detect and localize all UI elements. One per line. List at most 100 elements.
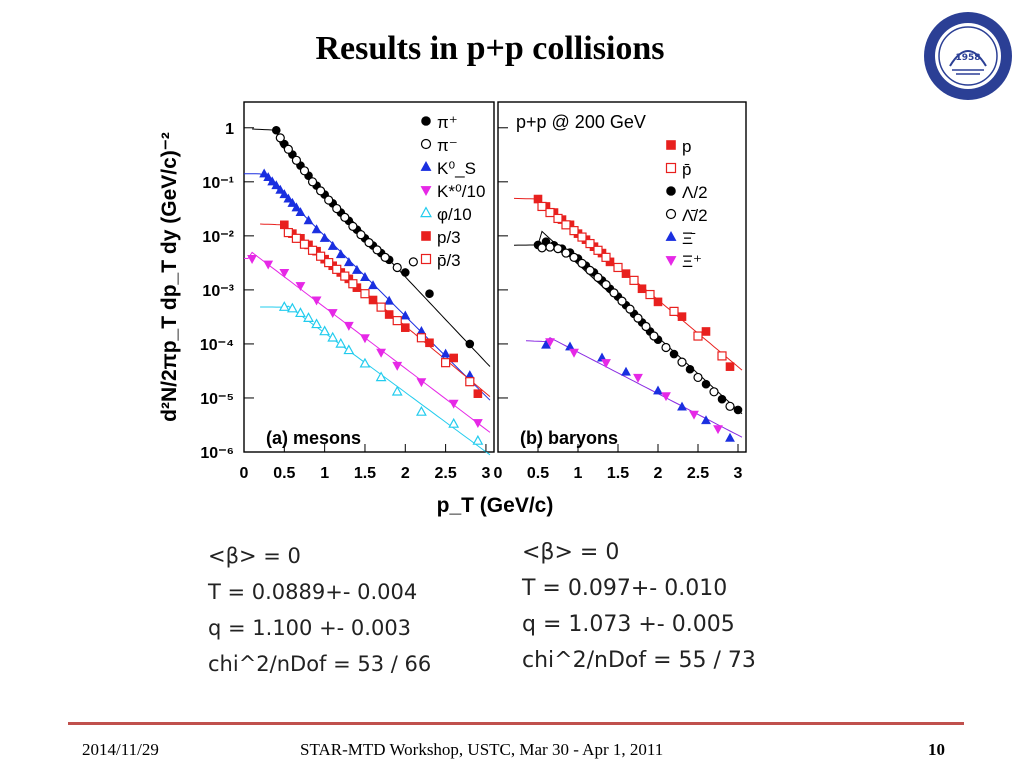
- data-point: [263, 172, 274, 182]
- data-point: [351, 264, 362, 274]
- data-point: [324, 257, 334, 268]
- data-point: [380, 252, 390, 262]
- data-point: [332, 203, 342, 214]
- data-point: [621, 269, 631, 278]
- data-point: [617, 296, 627, 306]
- data-point: [360, 272, 370, 281]
- x-tick-label: 2.5: [434, 465, 456, 482]
- data-point: [283, 144, 293, 154]
- data-point: [335, 249, 346, 259]
- legend-label: p: [682, 137, 691, 156]
- data-point: [311, 224, 322, 234]
- data-point: [601, 280, 611, 290]
- footer-date: 2014/11/29: [82, 740, 159, 759]
- data-point: [533, 194, 543, 204]
- data-point: [621, 366, 631, 376]
- panel-title: p+p @ 200 GeV: [516, 112, 646, 132]
- data-point: [416, 378, 427, 388]
- data-point: [319, 232, 330, 242]
- data-point: [348, 279, 358, 289]
- data-point: [597, 352, 607, 362]
- logo-year: 1958: [955, 53, 980, 63]
- data-point: [440, 348, 451, 358]
- logo-inner-ring: [938, 26, 998, 86]
- plot-frame-baryons: [497, 101, 747, 453]
- fit-right-chi2: chi^2/nDof = 55 / 73: [522, 648, 756, 673]
- data-point: [286, 302, 298, 313]
- data-point: [425, 338, 434, 348]
- legend-label: p̄: [682, 160, 691, 179]
- x-tick-label: 1: [574, 465, 583, 482]
- legend-label: K⁰_S: [437, 159, 476, 178]
- legend-marker: [665, 256, 677, 267]
- y-tick-label: 10⁻⁵: [200, 391, 234, 408]
- data-point: [359, 357, 371, 368]
- x-tick-label: 1.5: [354, 465, 376, 482]
- legend-baryons: p p̄ Λ/2 Λ̄/2 Ξ̄ Ξ⁺: [665, 137, 708, 271]
- data-point: [340, 271, 350, 281]
- data-point: [391, 385, 403, 396]
- data-point: [601, 359, 611, 369]
- y-tick-label: 10⁻⁶: [200, 445, 234, 462]
- data-point: [701, 379, 711, 389]
- x-tick-label: 2: [654, 465, 663, 482]
- data-point: [649, 331, 659, 341]
- data-point: [701, 415, 711, 425]
- series-mesons: [278, 301, 484, 445]
- data-point: [275, 133, 285, 143]
- data-point: [669, 349, 679, 359]
- data-point: [291, 155, 302, 165]
- data-point: [271, 180, 282, 190]
- y-tick-label: 10⁻⁴: [200, 337, 234, 354]
- data-point: [709, 387, 719, 397]
- y-tick-label: 10⁻²: [202, 229, 234, 246]
- data-point: [641, 321, 651, 332]
- x-tick-label: 1.5: [607, 465, 629, 482]
- data-point: [375, 371, 387, 382]
- data-point: [279, 268, 290, 278]
- data-point: [448, 417, 460, 428]
- data-point: [465, 377, 475, 387]
- data-point: [601, 252, 611, 262]
- data-point: [585, 265, 595, 275]
- x-tick-label: 2.5: [687, 465, 709, 482]
- data-point: [295, 207, 306, 217]
- data-point: [553, 213, 563, 224]
- data-point: [360, 334, 370, 344]
- legend-marker: [420, 186, 432, 197]
- data-point: [717, 351, 727, 361]
- footer-divider: [68, 722, 964, 725]
- data-point: [472, 434, 484, 445]
- data-point: [472, 419, 483, 429]
- data-point: [324, 195, 334, 205]
- data-point: [569, 226, 579, 236]
- plot-frame-mesons: [243, 101, 495, 453]
- data-point: [717, 394, 727, 404]
- x-tick-label: 0: [494, 465, 503, 482]
- data-point: [278, 301, 290, 311]
- data-point: [271, 125, 281, 135]
- data-point: [637, 284, 647, 294]
- legend-label: K*⁰/10: [437, 182, 485, 201]
- y-tick-label: 10⁻¹: [202, 175, 234, 192]
- data-point: [372, 245, 382, 255]
- data-point: [661, 392, 671, 402]
- data-point: [291, 202, 302, 212]
- data-point: [733, 405, 743, 415]
- fit-right-beta: <β> = 0: [522, 540, 620, 565]
- data-point: [267, 176, 278, 186]
- data-point: [725, 432, 735, 442]
- data-point: [577, 258, 587, 268]
- data-point: [669, 306, 679, 316]
- logo-inner-disc: [935, 23, 1001, 89]
- y-tick-label: 10⁻³: [202, 283, 234, 300]
- legend-marker: [665, 230, 677, 241]
- fit-left-temperature: T = 0.0889+- 0.004: [208, 580, 418, 604]
- data-point: [585, 238, 595, 249]
- data-point: [384, 295, 395, 305]
- panel-baryons: 0 0.5 1 1.5 2 2.5 3 (b) baryons p+p @ 200 GeV p p̄…: [494, 112, 743, 482]
- legend-label: φ/10: [437, 205, 472, 224]
- data-point: [537, 243, 547, 253]
- data-point: [392, 262, 402, 273]
- footer-page-number: 10: [928, 740, 945, 759]
